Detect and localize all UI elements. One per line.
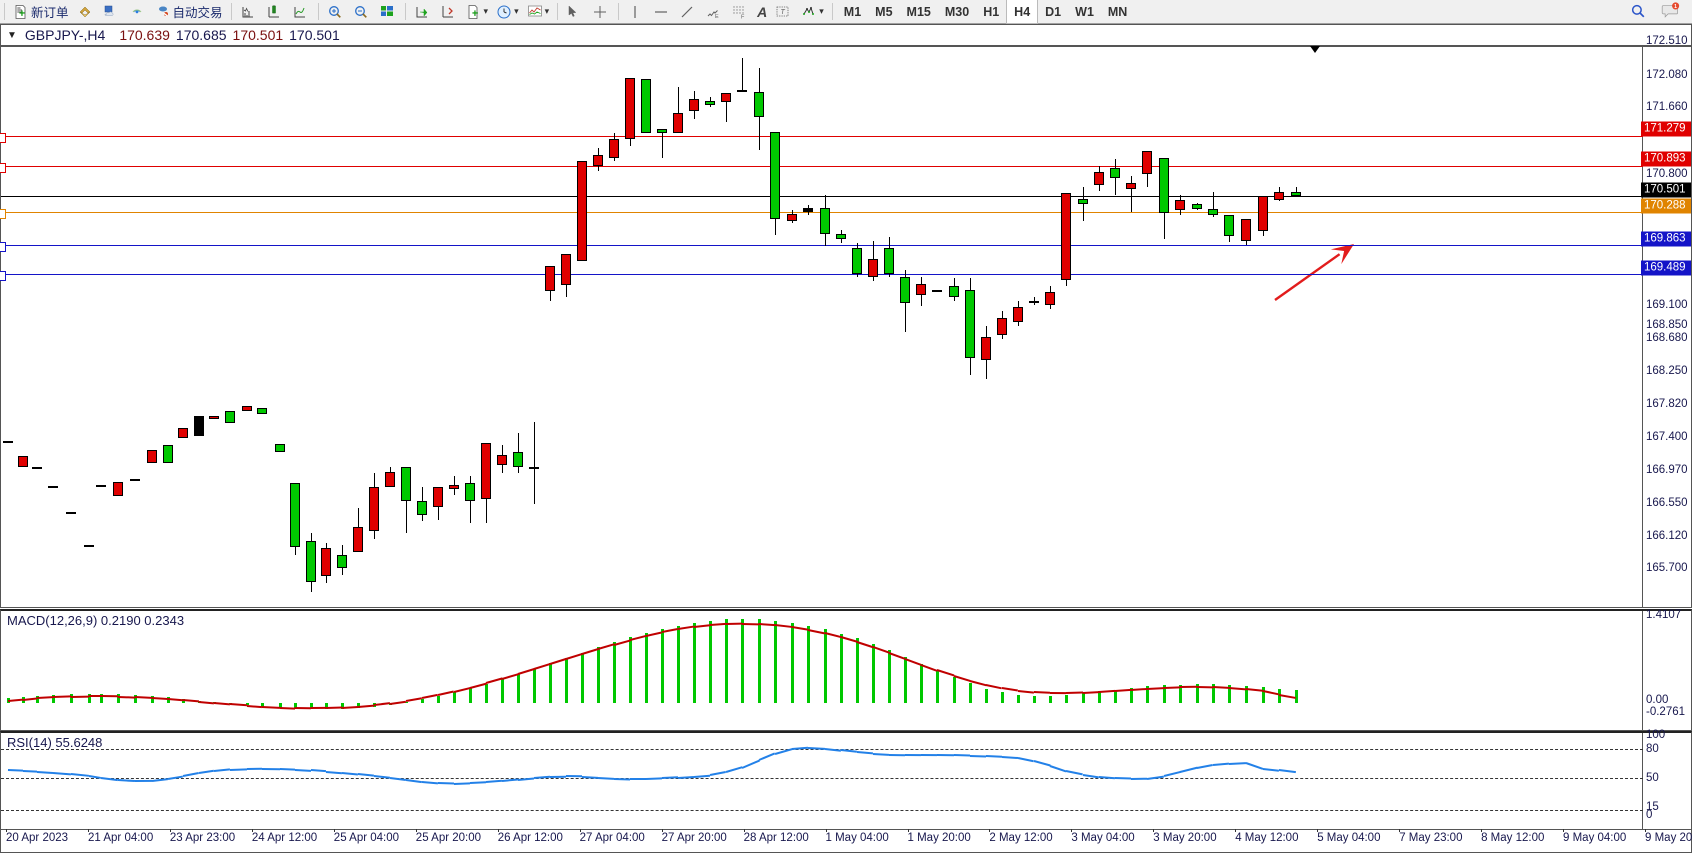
svg-text:F: F [741,14,745,20]
svg-text:1: 1 [1674,4,1677,10]
svg-text:E: E [715,14,719,20]
svg-text:T: T [781,9,786,16]
